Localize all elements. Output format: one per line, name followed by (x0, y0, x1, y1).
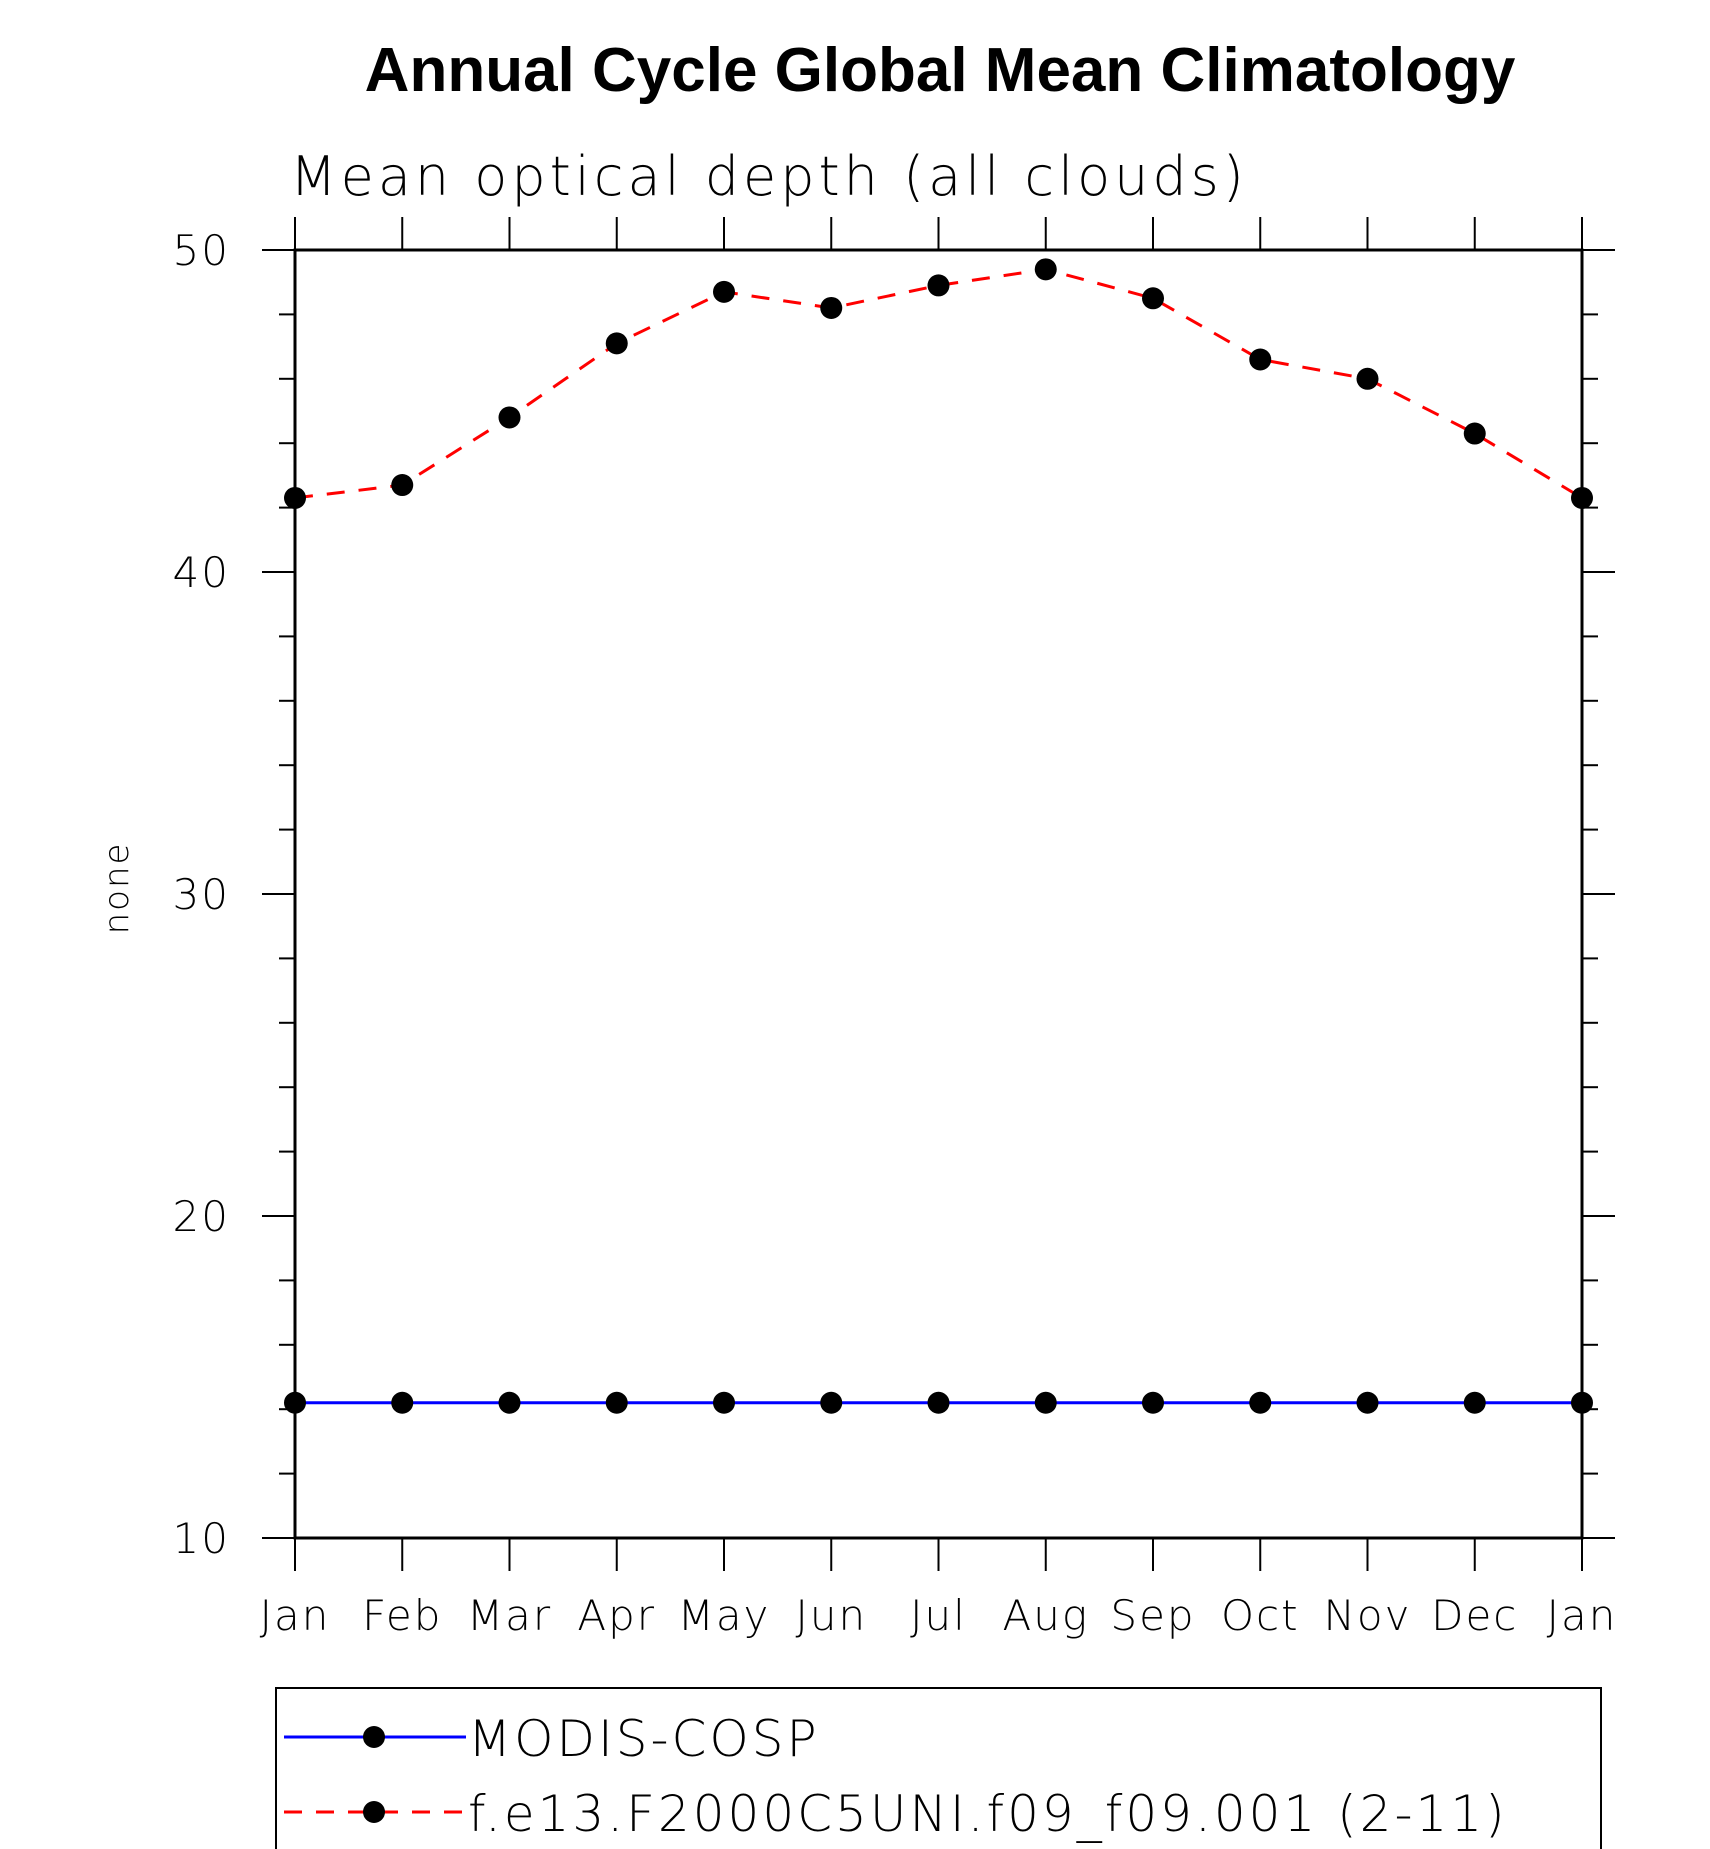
x-tick-label: Nov (1324, 1591, 1412, 1640)
data-point (820, 296, 843, 319)
data-point (284, 1391, 306, 1414)
data-point (1249, 348, 1272, 371)
data-point (284, 486, 306, 509)
y-tick-label: 40 (173, 548, 230, 597)
data-point (1356, 367, 1379, 390)
data-point (1142, 287, 1164, 310)
axis-ticks (262, 217, 1615, 1571)
data-point (605, 332, 628, 355)
legend-box (275, 1687, 1602, 1849)
data-point (1463, 1391, 1486, 1414)
legend-marker-model (363, 1801, 385, 1823)
x-tick-label: Jan (260, 1591, 331, 1640)
x-tick-label: Apr (577, 1591, 656, 1640)
y-tick-labels: 10 20 30 40 50 (173, 226, 230, 1563)
x-tick-label: Jun (795, 1591, 867, 1640)
data-point (1356, 1391, 1379, 1414)
legend-marker-modis (363, 1726, 385, 1748)
x-tick-label: Sep (1110, 1591, 1195, 1640)
chart-subtitle: Mean optical depth (all clouds) (290, 145, 1248, 208)
x-tick-label: Mar (467, 1591, 552, 1640)
data-point (498, 1391, 521, 1414)
x-tick-label: May (678, 1591, 771, 1640)
series-layer (284, 258, 1593, 1414)
data-point (1034, 1391, 1057, 1414)
data-point (713, 1391, 735, 1414)
series-line (294, 267, 1583, 500)
data-point (1463, 422, 1486, 445)
legend-label-model: f.e13.F2000C5UNI.f09_f09.001 (2-11) (468, 1785, 1508, 1843)
data-point (1571, 486, 1593, 509)
plot-frame (293, 248, 1584, 1540)
x-tick-label: Feb (362, 1591, 442, 1640)
data-point (605, 1391, 628, 1414)
data-point (927, 1391, 950, 1414)
data-point (927, 274, 950, 297)
chart-title: Annual Cycle Global Mean Climatology (365, 36, 1516, 105)
data-point (391, 474, 414, 497)
y-axis-label: none (97, 842, 137, 935)
data-point (713, 280, 735, 303)
data-point (1034, 258, 1057, 281)
x-tick-label: Jul (910, 1591, 967, 1640)
y-tick-label: 30 (173, 870, 230, 919)
y-tick-label: 20 (173, 1192, 230, 1241)
data-point (1142, 1391, 1164, 1414)
x-tick-labels: Jan Feb Mar Apr May Jun Jul Aug Sep Oct Nov Dec Jan (260, 1591, 1618, 1640)
series-1 (284, 258, 1593, 509)
y-tick-label: 50 (173, 226, 230, 275)
x-tick-label: Jan (1547, 1591, 1618, 1640)
x-tick-label: Aug (1002, 1591, 1089, 1640)
data-point (1571, 1391, 1593, 1414)
data-point (820, 1391, 843, 1414)
x-tick-label: Dec (1431, 1591, 1518, 1640)
legend-label-modis: MODIS-COSP (468, 1710, 820, 1768)
x-tick-label: Oct (1221, 1591, 1300, 1640)
data-point (391, 1391, 414, 1414)
legend: MODIS-COSP f.e13.F2000C5UNI.f09_f09.001 … (275, 1687, 1602, 1849)
y-tick-label: 10 (173, 1514, 230, 1563)
data-point (1249, 1391, 1272, 1414)
series-0 (284, 1391, 1593, 1414)
data-point (498, 406, 521, 429)
